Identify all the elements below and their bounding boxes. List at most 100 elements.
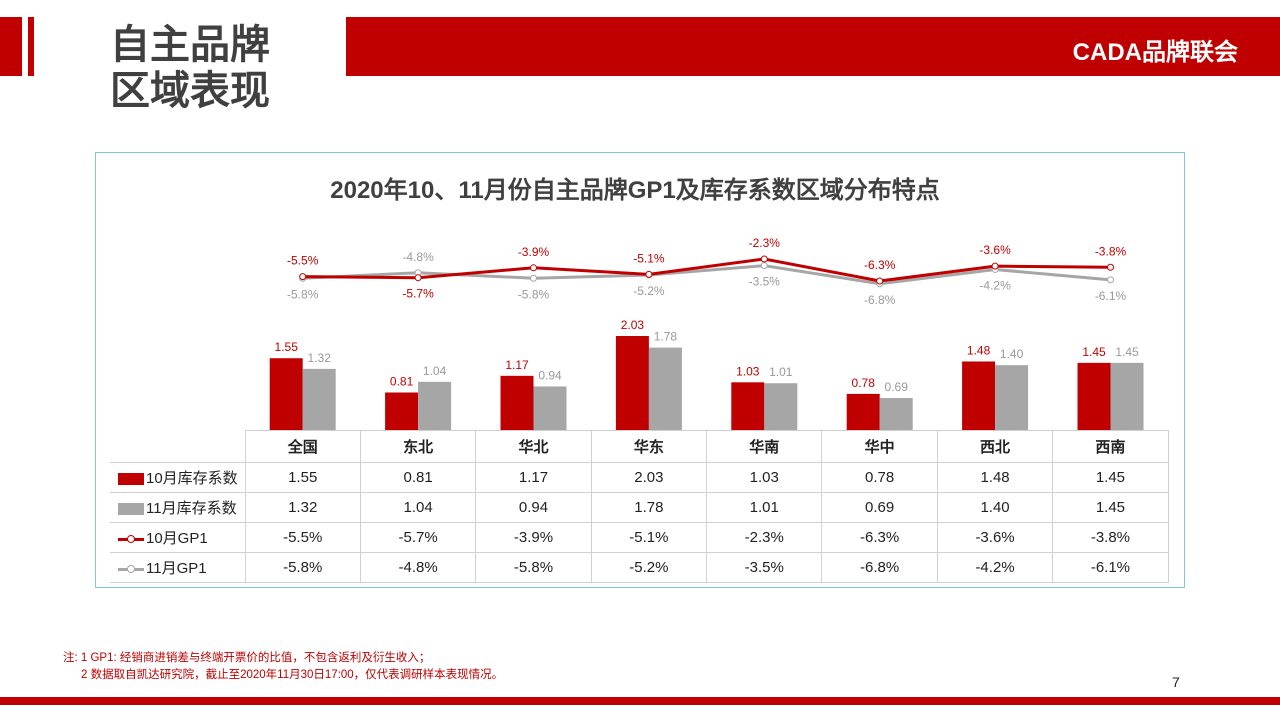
bar xyxy=(269,358,303,430)
bar xyxy=(731,382,765,430)
table-row: 11月GP1 -5.8% -4.8% -5.8% -5.2% -3.5% -6.8% -4.2… xyxy=(110,552,1169,583)
line-marker xyxy=(645,270,653,278)
title-line: 区域表现 xyxy=(110,69,270,113)
table-cell: -6.8% xyxy=(821,552,938,583)
table-cell: 1.55 xyxy=(244,462,361,493)
line-data-label: -6.3% xyxy=(864,258,896,272)
line-marker xyxy=(991,262,999,270)
table-cell: -3.9% xyxy=(475,522,592,553)
table-cell: 1.03 xyxy=(706,462,823,493)
note-line: 2 数据取自凯达研究院，截止至2020年11月30日17:00，仅代表调研样本表… xyxy=(81,669,504,681)
table-cell: 1.48 xyxy=(936,462,1054,493)
accent-bar xyxy=(28,17,34,76)
table-header-row: 全国 东北 华北 华东 华南 华中 西北 西南 xyxy=(110,430,1169,463)
legend-entry: 10月库存系数 xyxy=(110,462,246,493)
line-series xyxy=(302,264,1111,286)
bar-data-label: 1.17 xyxy=(505,358,529,372)
bar xyxy=(615,336,649,430)
line-marker xyxy=(530,264,537,272)
bar-data-label: 0.94 xyxy=(538,368,562,382)
footnote: 注: 1 GP1: 经销商进销差与终端开票价的比值，不包含返利及衍生收入； 2 … xyxy=(63,650,503,684)
line-series xyxy=(302,257,1111,283)
bar-data-label: 1.45 xyxy=(1082,345,1106,359)
line-marker xyxy=(530,274,537,282)
chart-frame xyxy=(95,152,1185,588)
series-name: 11月库存系数 xyxy=(146,500,237,517)
table-cell: -5.2% xyxy=(590,552,708,583)
page-number: 7 xyxy=(1172,674,1180,690)
table-cell: -6.1% xyxy=(1052,552,1169,583)
table-row: 11月库存系数 1.32 1.04 0.94 1.78 1.01 0.69 1.40 1.45 xyxy=(110,492,1169,523)
table-cell: 1.32 xyxy=(244,492,361,523)
bar xyxy=(302,368,336,430)
legend-entry: 11月GP1 xyxy=(110,552,246,583)
table-cell: 0.78 xyxy=(821,462,938,493)
bar xyxy=(533,386,567,430)
bar-data-label: 0.69 xyxy=(885,380,909,394)
table-cell: 1.45 xyxy=(1052,462,1169,493)
table-cell: -5.8% xyxy=(244,552,361,583)
line-data-label: -5.2% xyxy=(633,284,665,298)
table-cell: 1.78 xyxy=(590,492,708,523)
bar xyxy=(418,381,452,430)
category-header: 华东 xyxy=(590,430,708,463)
bar-data-label: 1.40 xyxy=(1000,347,1024,361)
bar xyxy=(1110,362,1144,430)
line-data-label: -2.3% xyxy=(749,236,781,250)
bar xyxy=(995,365,1029,430)
line-data-label: -4.2% xyxy=(979,278,1011,292)
bar-data-label: 0.81 xyxy=(390,374,414,388)
table-cell: -2.3% xyxy=(706,522,823,553)
legend-line-icon xyxy=(118,564,144,573)
table-cell: 1.01 xyxy=(706,492,823,523)
header-banner: CADA品牌联会 xyxy=(346,17,1280,76)
line-data-label: -3.9% xyxy=(518,245,550,259)
table-cell: 1.17 xyxy=(475,462,592,493)
data-table: 全国 东北 华北 华东 华南 华中 西北 西南 10月库存系数 1.55 0.81 1.17 2.03 1… xyxy=(110,430,1169,583)
category-header: 全国 xyxy=(244,430,361,463)
category-header: 西南 xyxy=(1052,430,1169,463)
legend-entry: 11月库存系数 xyxy=(110,492,246,523)
line-data-label: -4.8% xyxy=(402,250,434,264)
line-marker xyxy=(1107,263,1114,271)
bar xyxy=(879,398,913,430)
category-header: 华南 xyxy=(706,430,823,463)
legend-line-icon xyxy=(118,534,144,543)
table-row: 10月库存系数 1.55 0.81 1.17 2.03 1.03 0.78 1.48 1.45 xyxy=(110,462,1169,493)
table-cell: -4.8% xyxy=(359,552,477,583)
legend-swatch xyxy=(118,473,144,486)
legend-entry: 10月GP1 xyxy=(110,522,246,553)
line-marker xyxy=(299,273,307,281)
series-name: 10月库存系数 xyxy=(146,470,238,487)
chart-title: 2020年10、11月份自主品牌GP1及库存系数区域分布特点 xyxy=(330,177,940,204)
brand-logo: CADA品牌联会 xyxy=(1072,39,1238,66)
line-data-label: -6.8% xyxy=(864,293,896,307)
bar xyxy=(764,383,798,430)
bar xyxy=(648,347,682,430)
bar-data-label: 1.01 xyxy=(769,365,793,379)
category-header: 西北 xyxy=(936,430,1054,463)
table-cell: 1.40 xyxy=(936,492,1054,523)
line-data-label: -5.1% xyxy=(633,251,665,265)
bar xyxy=(500,375,534,430)
bar xyxy=(846,393,880,430)
bar xyxy=(962,361,996,430)
legend-swatch xyxy=(118,503,144,516)
bar-data-label: 1.45 xyxy=(1115,345,1139,359)
category-header: 华中 xyxy=(821,430,938,463)
table-cell: 1.04 xyxy=(359,492,477,523)
line-data-label: -3.8% xyxy=(1095,244,1127,258)
bar-data-label: 1.04 xyxy=(423,364,447,378)
line-marker xyxy=(876,277,884,285)
note-line: 注: 1 GP1: 经销商进销差与终端开票价的比值，不包含返利及衍生收入； xyxy=(63,652,431,664)
line-data-label: -5.8% xyxy=(287,287,319,301)
corner-cell xyxy=(110,430,246,463)
table-cell: 0.81 xyxy=(359,462,477,493)
bottom-bar xyxy=(0,697,1280,705)
table-cell: -5.8% xyxy=(475,552,592,583)
line-data-label: -6.1% xyxy=(1095,289,1127,303)
bar xyxy=(385,392,419,430)
line-data-label: -5.7% xyxy=(402,287,434,301)
bar-data-label: 1.03 xyxy=(736,364,760,378)
